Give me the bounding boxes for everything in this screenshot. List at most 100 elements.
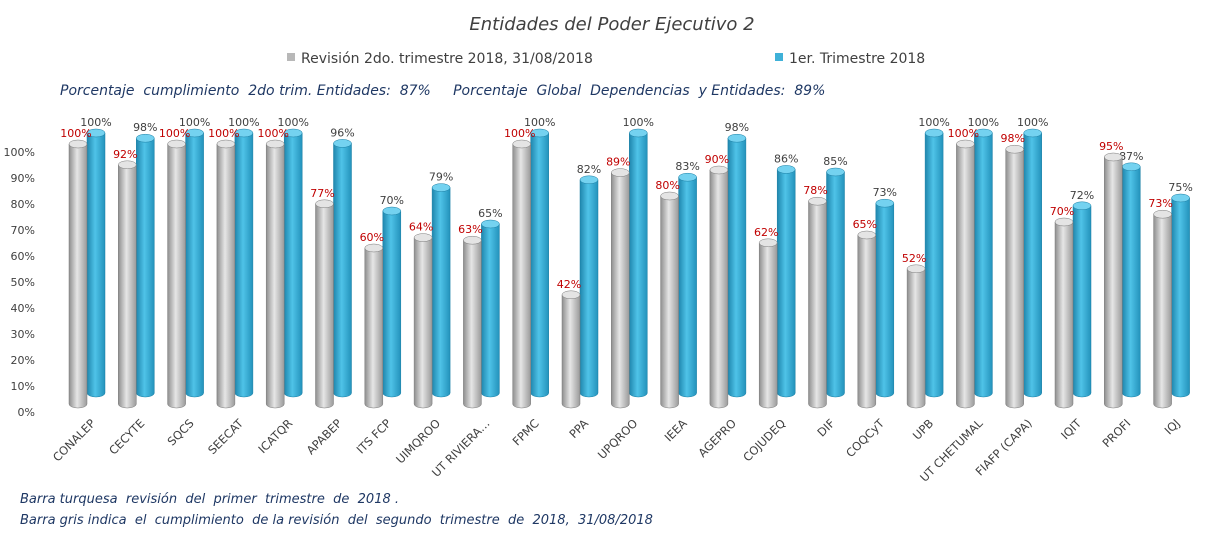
y-tick-label: 50% bbox=[11, 276, 35, 289]
y-tick-label: 40% bbox=[11, 302, 35, 315]
data-label-1er-trimestre-coqcyt: 73% bbox=[873, 186, 897, 199]
bar-revision-2do-uimqroo bbox=[413, 233, 433, 409]
chart-subtitle: Porcentaje cumplimiento 2do trim. Entida… bbox=[60, 83, 825, 99]
data-label-revision-2do-uimqroo: 64% bbox=[409, 221, 433, 234]
data-label-revision-2do-sqcs: 100% bbox=[159, 127, 190, 140]
data-label-1er-trimestre-upqroo: 100% bbox=[623, 116, 654, 129]
bar-1er-trimestre-dif bbox=[826, 167, 845, 398]
x-tick-label-profi: PROFI bbox=[1099, 416, 1133, 450]
y-tick-label: 20% bbox=[11, 354, 35, 367]
data-label-revision-2do-agepro: 90% bbox=[705, 153, 729, 166]
bar-1er-trimestre-ieea bbox=[678, 172, 697, 398]
y-tick-label: 90% bbox=[11, 172, 35, 185]
data-label-1er-trimestre-cecyte: 98% bbox=[133, 121, 157, 134]
legend-label-revision-2do: Revisión 2do. trimestre 2018, 31/08/2018 bbox=[301, 51, 593, 67]
bar-revision-2do-iqj bbox=[1153, 209, 1172, 409]
bar-revision-2do-ut-chetumal bbox=[956, 139, 975, 409]
x-tick-label-its-fcp: ITS FCP bbox=[354, 416, 394, 456]
bar-1er-trimestre-fpmc bbox=[530, 128, 549, 398]
bar-1er-trimestre-ppa bbox=[579, 175, 599, 398]
bar-revision-2do-cecyte bbox=[118, 160, 137, 409]
chart-title: Entidades del Poder Ejecutivo 2 bbox=[469, 14, 754, 35]
data-label-1er-trimestre-ieea: 83% bbox=[675, 160, 699, 173]
data-label-revision-2do-profi: 95% bbox=[1099, 140, 1123, 153]
bar-1er-trimestre-agepro bbox=[727, 133, 747, 398]
bar-revision-2do-cojudeq bbox=[758, 238, 778, 409]
data-label-1er-trimestre-uimqroo: 79% bbox=[429, 171, 453, 184]
bar-1er-trimestre-uimqroo bbox=[431, 183, 451, 398]
x-tick-label-iqit: IQIT bbox=[1058, 416, 1085, 443]
bar-1er-trimestre-its-fcp bbox=[382, 206, 402, 398]
bar-1er-trimestre-upb bbox=[924, 128, 944, 398]
x-tick-label-upqroo: UPQROO bbox=[595, 416, 641, 462]
legend-swatch-1er-trimestre bbox=[775, 53, 783, 61]
data-label-revision-2do-coqcyt: 65% bbox=[853, 218, 877, 231]
bar-1er-trimestre-fiafp-capa bbox=[1023, 128, 1042, 398]
bar-revision-2do-apabep bbox=[315, 199, 334, 409]
y-tick-label: 60% bbox=[11, 250, 35, 263]
bar-1er-trimestre-cecyte bbox=[136, 133, 155, 398]
x-tick-label-icatqr: ICATQR bbox=[255, 416, 295, 456]
bar-1er-trimestre-seecat bbox=[234, 128, 254, 398]
data-label-1er-trimestre-upb: 100% bbox=[918, 116, 949, 129]
data-label-revision-2do-cojudeq: 62% bbox=[754, 226, 778, 239]
data-label-revision-2do-ut-riviera: 63% bbox=[458, 223, 482, 236]
y-axis: 0% 10% 20% 30% 40% 50% 60% 70% 80% 90% 100% bbox=[4, 146, 35, 419]
data-label-revision-2do-ut-chetumal: 100% bbox=[948, 127, 979, 140]
bar-revision-2do-sqcs bbox=[167, 139, 186, 409]
data-label-1er-trimestre-iqj: 75% bbox=[1168, 181, 1192, 194]
x-tick-label-sqcs: SQCS bbox=[164, 416, 196, 448]
data-label-revision-2do-apabep: 77% bbox=[310, 187, 334, 200]
data-label-1er-trimestre-conalep: 100% bbox=[80, 116, 111, 129]
data-label-1er-trimestre-apabep: 96% bbox=[330, 126, 354, 139]
y-tick-label: 80% bbox=[11, 198, 35, 211]
x-tick-label-fpmc: FPMC bbox=[510, 416, 542, 448]
y-tick-label: 70% bbox=[11, 224, 35, 237]
bar-1er-trimestre-sqcs bbox=[185, 128, 204, 398]
x-tick-label-coqcyt: COQCyT bbox=[843, 416, 888, 461]
bar-revision-2do-its-fcp bbox=[364, 243, 384, 409]
bar-revision-2do-ut-riviera bbox=[463, 235, 482, 409]
data-label-revision-2do-fpmc: 100% bbox=[504, 127, 535, 140]
data-label-revision-2do-seecat: 100% bbox=[208, 127, 239, 140]
data-label-revision-2do-its-fcp: 60% bbox=[360, 231, 384, 244]
data-label-revision-2do-upb: 52% bbox=[902, 252, 926, 265]
data-label-revision-2do-cecyte: 92% bbox=[113, 148, 137, 161]
y-tick-label: 30% bbox=[11, 328, 35, 341]
bar-revision-2do-dif bbox=[808, 196, 827, 409]
data-label-1er-trimestre-ppa: 82% bbox=[577, 163, 601, 176]
x-axis: CONALEP CECYTE SQCS SEECAT ICATQR APABEP ITS F… bbox=[50, 416, 1183, 485]
bar-1er-trimestre-conalep bbox=[86, 128, 106, 398]
bar-1er-trimestre-ut-chetumal bbox=[974, 128, 993, 398]
footnote-1: Barra turquesa revisión del primer trime… bbox=[20, 492, 399, 507]
x-tick-label-upb: UPB bbox=[910, 416, 936, 442]
x-tick-label-ppa: PPA bbox=[566, 416, 591, 441]
y-tick-label: 100% bbox=[4, 146, 35, 159]
data-label-revision-2do-icatqr: 100% bbox=[257, 127, 288, 140]
x-tick-label-cojudeq: COJUDEQ bbox=[740, 416, 788, 464]
data-label-1er-trimestre-cojudeq: 86% bbox=[774, 152, 798, 165]
y-tick-label: 0% bbox=[18, 406, 35, 419]
footnote-2: Barra gris indica el cumplimiento de la … bbox=[20, 513, 653, 528]
bar-1er-trimestre-coqcyt bbox=[875, 198, 895, 398]
bar-revision-2do-iqit bbox=[1054, 217, 1074, 409]
data-label-revision-2do-fiafp-capa: 98% bbox=[1000, 132, 1024, 145]
data-label-1er-trimestre-agepro: 98% bbox=[725, 121, 749, 134]
bars: 100%100% 98%92%100%100%100%100%100%100% 96… bbox=[60, 116, 1193, 409]
data-label-revision-2do-conalep: 100% bbox=[60, 127, 91, 140]
bar-revision-2do-upqroo bbox=[611, 168, 630, 409]
bar-revision-2do-agepro bbox=[709, 165, 729, 409]
data-label-1er-trimestre-profi: 87% bbox=[1119, 150, 1143, 163]
bar-revision-2do-profi bbox=[1104, 152, 1123, 409]
bar-1er-trimestre-profi bbox=[1122, 162, 1141, 398]
bar-revision-2do-fpmc bbox=[512, 139, 531, 409]
data-label-revision-2do-iqj: 73% bbox=[1148, 197, 1172, 210]
data-label-1er-trimestre-seecat: 100% bbox=[228, 116, 259, 129]
x-tick-label-uimqroo: UIMQROO bbox=[393, 416, 443, 466]
x-tick-label-conalep: CONALEP bbox=[50, 416, 98, 464]
bar-1er-trimestre-apabep bbox=[333, 139, 352, 398]
data-label-1er-trimestre-sqcs: 100% bbox=[179, 116, 210, 129]
bar-1er-trimestre-ut-riviera bbox=[481, 219, 500, 398]
bar-revision-2do-ppa bbox=[561, 290, 581, 409]
